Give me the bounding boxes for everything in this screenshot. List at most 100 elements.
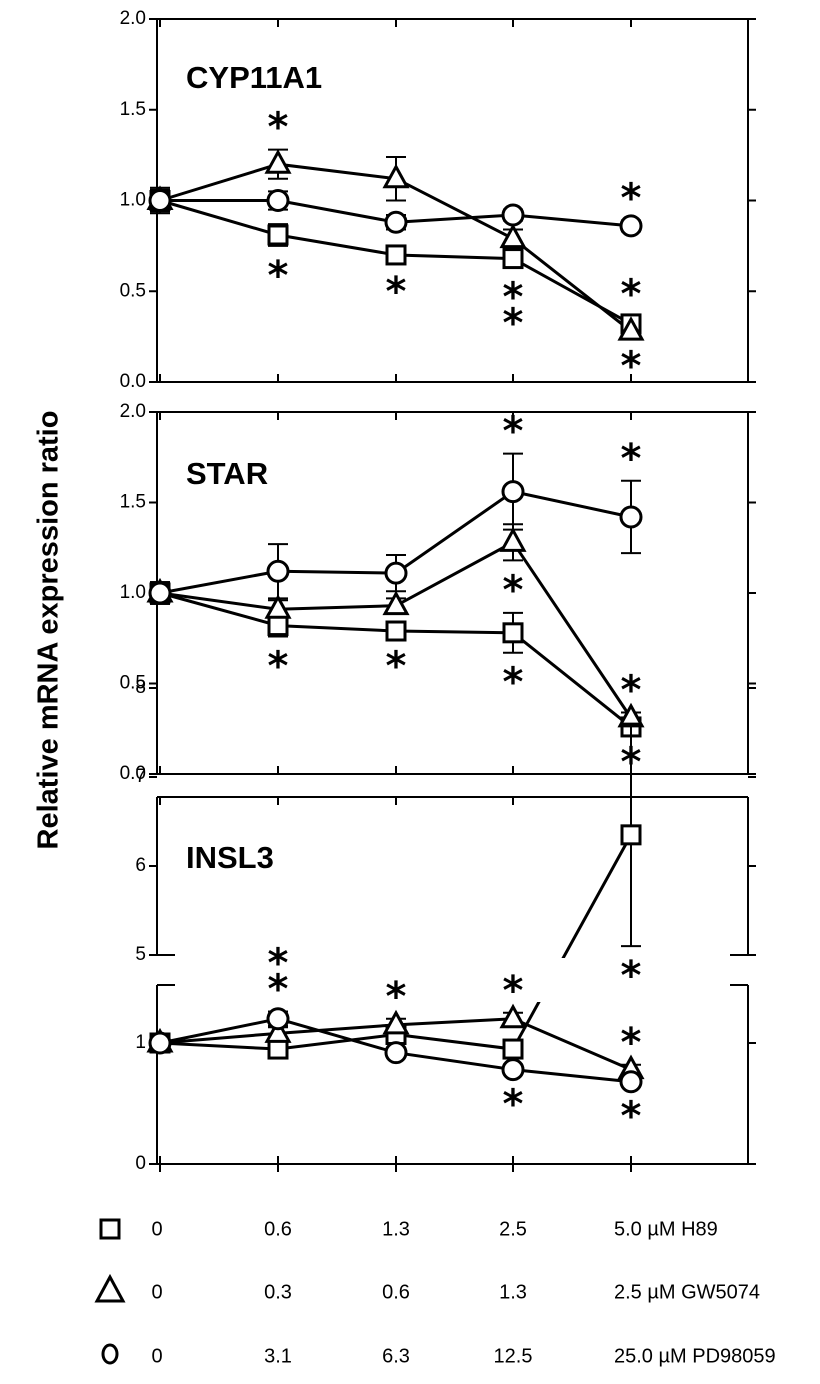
y-tick-label: 0.5: [120, 673, 146, 694]
dose-value: 12.5: [494, 1345, 533, 1367]
dose-value: 2.5: [499, 1218, 527, 1240]
significance-star: *: [268, 941, 289, 987]
triangle-marker: [382, 1009, 410, 1035]
significance-star: *: [386, 643, 407, 689]
dose-row-circle: 0 3.1 6.3 12.5 25.0 µM PD98059: [101, 1343, 776, 1367]
dose-value: 1.3: [499, 1281, 527, 1303]
square-marker: [385, 620, 407, 642]
y-tick-label: 0.0: [120, 763, 146, 784]
y-tick-label: 0.0: [120, 371, 146, 392]
significance-star: *: [621, 1020, 642, 1066]
y-tick-label: 7: [135, 766, 146, 787]
triangle-marker: [499, 1003, 527, 1029]
significance-star: *: [268, 105, 289, 151]
circle-marker: [384, 210, 408, 234]
circle-marker: [266, 1007, 290, 1031]
circle-marker: [619, 214, 643, 238]
significance-star: *: [268, 643, 289, 689]
dose-value: 0: [151, 1345, 162, 1367]
significance-star: *: [503, 275, 524, 321]
triangle-marker: [94, 1273, 126, 1303]
circle-marker: [501, 203, 525, 227]
significance-star: *: [621, 1094, 642, 1140]
triangle-marker: [264, 1018, 292, 1043]
significance-star: *: [268, 253, 289, 299]
significance-star: *: [621, 953, 642, 999]
significance-star: *: [503, 660, 524, 706]
triangle-marker: [499, 223, 527, 249]
y-axis-label: Relative mRNA expression ratio: [33, 411, 65, 850]
circle-marker: [101, 1343, 119, 1365]
significance-star: *: [621, 272, 642, 318]
dose-value: 25.0 µM PD98059: [614, 1345, 776, 1367]
significance-star: *: [503, 567, 524, 613]
significance-star: *: [503, 968, 524, 1014]
y-tick-label: 0: [135, 1153, 146, 1174]
dose-row-triangle: 0 0.3 0.6 1.3 2.5 µM GW5074: [94, 1273, 760, 1303]
y-tick-label: 6: [135, 855, 146, 876]
significance-star: *: [386, 974, 407, 1020]
y-tick-label: 2.0: [120, 401, 146, 422]
square-marker: [502, 622, 524, 644]
significance-star: *: [621, 436, 642, 482]
panel-title: CYP11A1: [186, 60, 322, 95]
square-marker: [385, 244, 407, 266]
circle-marker: [619, 1070, 643, 1094]
y-tick-label: 5: [135, 944, 146, 965]
significance-star: *: [503, 409, 524, 455]
triangle-marker: [382, 163, 410, 189]
triangle-marker: [382, 590, 410, 616]
significance-star: *: [268, 967, 289, 1013]
dose-value: 0.6: [382, 1281, 410, 1303]
square-marker: [99, 1218, 121, 1240]
y-tick-label: 1.0: [120, 582, 146, 603]
triangle-marker: [617, 316, 645, 341]
y-tick-label: 1: [135, 1032, 146, 1053]
dose-value: 0.6: [264, 1218, 292, 1240]
square-marker: [267, 224, 289, 246]
markers-circle: [148, 480, 643, 605]
dose-value: 2.5 µM GW5074: [614, 1281, 760, 1303]
break-gap: [534, 958, 612, 1002]
significance-star: *: [503, 301, 524, 347]
square-marker: [502, 248, 524, 270]
panel-title: STAR: [186, 456, 268, 491]
circle-marker: [384, 561, 408, 585]
circle-marker: [501, 1058, 525, 1082]
triangle-marker: [264, 594, 292, 619]
dose-row-square: 0 0.6 1.3 2.5 5.0 µM H89: [99, 1218, 718, 1240]
panel-title: INSL3: [186, 840, 274, 875]
circle-marker: [266, 189, 290, 212]
y-tick-label: 0.5: [120, 280, 146, 301]
dose-table: 0 0.6 1.3 2.5 5.0 µM H89 0 0.3 0.6 1.3 2.5 µM GW5…: [94, 1218, 776, 1367]
y-tick-label: 2.0: [120, 8, 146, 29]
triangle-marker: [499, 527, 527, 552]
y-tick-label: 1.5: [120, 492, 146, 513]
dose-value: 0: [151, 1218, 162, 1240]
y-tick-label: 8: [135, 677, 146, 698]
significance-star: *: [503, 1081, 524, 1127]
significance-star: *: [621, 344, 642, 390]
circle-marker: [148, 1031, 172, 1055]
square-marker: [502, 1038, 524, 1060]
circle-marker: [266, 559, 290, 583]
dose-value: 1.3: [382, 1218, 410, 1240]
significance-star: *: [621, 667, 642, 713]
dose-value: 5.0 µM H89: [614, 1218, 718, 1240]
y-tick-label: 1.0: [120, 190, 146, 211]
circle-marker: [619, 505, 643, 529]
circle-marker: [148, 189, 172, 212]
markers-circle: [148, 189, 643, 238]
dose-value: 0: [151, 1281, 162, 1303]
circle-marker: [501, 480, 525, 504]
significance-star: *: [386, 269, 407, 315]
square-marker: [267, 615, 289, 637]
y-tick-label: 1.5: [120, 99, 146, 120]
markers-circle: [148, 1007, 643, 1094]
triangle-marker: [264, 149, 292, 174]
